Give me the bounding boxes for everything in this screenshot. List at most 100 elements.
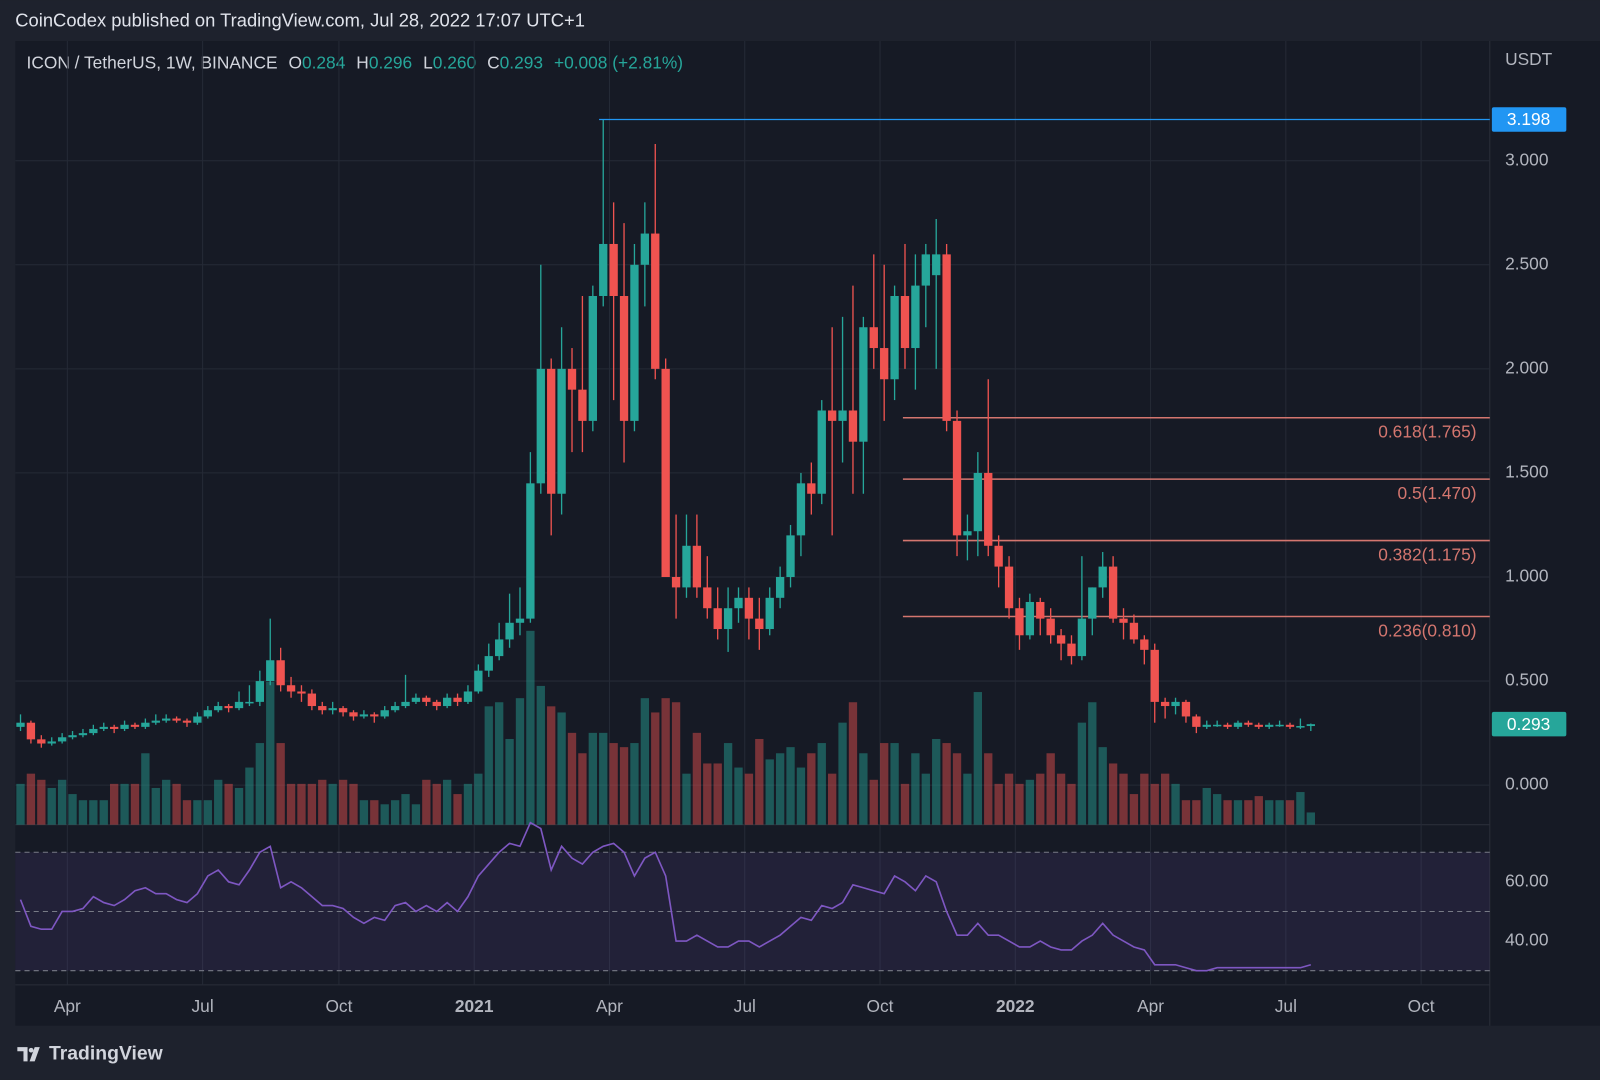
fib-label: 0.5(1.470) bbox=[1398, 483, 1477, 503]
volume-bar bbox=[380, 804, 389, 825]
candle-body bbox=[151, 720, 160, 723]
y-tick-label: 0.500 bbox=[1505, 670, 1548, 690]
candle-body bbox=[182, 720, 192, 723]
candle-body bbox=[588, 296, 597, 421]
volume-bar bbox=[536, 685, 545, 825]
candle-body bbox=[1223, 724, 1232, 727]
candle-body bbox=[1036, 601, 1045, 619]
candle-body bbox=[744, 597, 754, 619]
volume-bar bbox=[172, 783, 181, 825]
volume-bar bbox=[619, 747, 629, 825]
candle-body bbox=[162, 718, 171, 721]
volume-bar bbox=[390, 800, 400, 825]
candle-body bbox=[432, 701, 441, 707]
symbol-legend: ICON / TetherUS, 1W, BINANCE O0.284 H0.2… bbox=[27, 52, 684, 72]
volume-bar bbox=[578, 753, 587, 825]
candle-body bbox=[203, 710, 212, 717]
volume-bar bbox=[68, 794, 77, 825]
candle-body bbox=[973, 472, 982, 532]
volume-bar bbox=[1067, 783, 1076, 825]
candle-body bbox=[1244, 722, 1253, 725]
volume-bar bbox=[370, 800, 379, 825]
volume-bar bbox=[1254, 796, 1263, 825]
candle-body bbox=[276, 660, 285, 686]
candle-body bbox=[99, 726, 108, 729]
candle-body bbox=[78, 733, 88, 736]
volume-bar bbox=[1036, 773, 1045, 825]
volume-bar bbox=[1025, 779, 1035, 825]
candle-body bbox=[1015, 608, 1024, 636]
candle-body bbox=[1202, 724, 1211, 727]
candle-body bbox=[932, 254, 941, 276]
fib-label: 0.618(1.765) bbox=[1378, 422, 1476, 442]
volume-bar bbox=[942, 743, 951, 825]
candle-body bbox=[578, 389, 587, 421]
candle-body bbox=[26, 722, 36, 740]
candle-body bbox=[515, 618, 525, 623]
candle-body bbox=[557, 368, 566, 494]
volume-bar bbox=[848, 702, 858, 825]
volume-bar bbox=[234, 787, 244, 825]
volume-bar bbox=[411, 804, 421, 825]
candle-body bbox=[692, 545, 702, 588]
volume-bar bbox=[609, 743, 618, 825]
candle-body bbox=[984, 472, 993, 546]
candle-body bbox=[526, 483, 535, 619]
candle-body bbox=[453, 697, 462, 702]
x-tick-label: Apr bbox=[596, 996, 623, 1016]
y-tick-label: 2.000 bbox=[1505, 357, 1548, 377]
candle-body bbox=[495, 639, 504, 657]
volume-bar bbox=[1015, 783, 1024, 825]
candle-body bbox=[651, 233, 660, 369]
volume-bar bbox=[640, 698, 650, 825]
fib-label: 0.382(1.175) bbox=[1378, 544, 1476, 564]
candle-body bbox=[37, 739, 46, 744]
candle-body bbox=[848, 410, 858, 442]
volume-bar bbox=[1192, 800, 1201, 825]
candle-body bbox=[1140, 639, 1149, 650]
candle-body bbox=[775, 576, 785, 598]
candle-body bbox=[1098, 566, 1107, 588]
volume-bar bbox=[328, 783, 337, 825]
volume-bar bbox=[1140, 773, 1149, 825]
volume-bar bbox=[817, 743, 826, 825]
candle-body bbox=[1160, 701, 1170, 707]
volume-bar bbox=[744, 773, 754, 825]
volume-bar bbox=[109, 783, 119, 825]
volume-bar bbox=[203, 800, 212, 825]
open-value: 0.284 bbox=[302, 52, 346, 72]
candle-body bbox=[1306, 724, 1315, 727]
volume-bar bbox=[1171, 783, 1180, 825]
volume-bar bbox=[1233, 800, 1243, 825]
volume-bar bbox=[1223, 800, 1232, 825]
volume-bar bbox=[1088, 702, 1097, 825]
last-price-badge bbox=[1491, 711, 1567, 737]
x-tick-label: Apr bbox=[1137, 996, 1164, 1016]
x-tick-label: Oct bbox=[325, 996, 352, 1016]
candle-body bbox=[1213, 724, 1222, 727]
candle-body bbox=[370, 714, 379, 717]
candle-body bbox=[786, 535, 795, 577]
candle-body bbox=[89, 728, 98, 734]
candle-body bbox=[1046, 618, 1055, 636]
volume-bar bbox=[255, 743, 265, 825]
volume-bar bbox=[869, 779, 878, 825]
candle-body bbox=[1088, 587, 1097, 619]
candle-body bbox=[68, 735, 77, 738]
volume-bar bbox=[1004, 773, 1014, 825]
volume-bar bbox=[1056, 773, 1066, 825]
volume-bar bbox=[1202, 787, 1211, 825]
candle-body bbox=[880, 348, 889, 380]
candle-body bbox=[214, 706, 223, 711]
volume-bar bbox=[1306, 812, 1315, 825]
publisher-header: CoinCodex published on TradingView.com, … bbox=[15, 9, 585, 30]
high-label: H bbox=[356, 52, 369, 72]
volume-bar bbox=[16, 783, 25, 825]
volume-bar bbox=[463, 783, 473, 825]
volume-bar bbox=[630, 743, 639, 825]
volume-bar bbox=[89, 800, 98, 825]
y-tick-label: 2.500 bbox=[1505, 253, 1548, 273]
volume-bar bbox=[495, 702, 504, 825]
volume-bar bbox=[47, 787, 56, 825]
volume-bar bbox=[1244, 800, 1253, 825]
